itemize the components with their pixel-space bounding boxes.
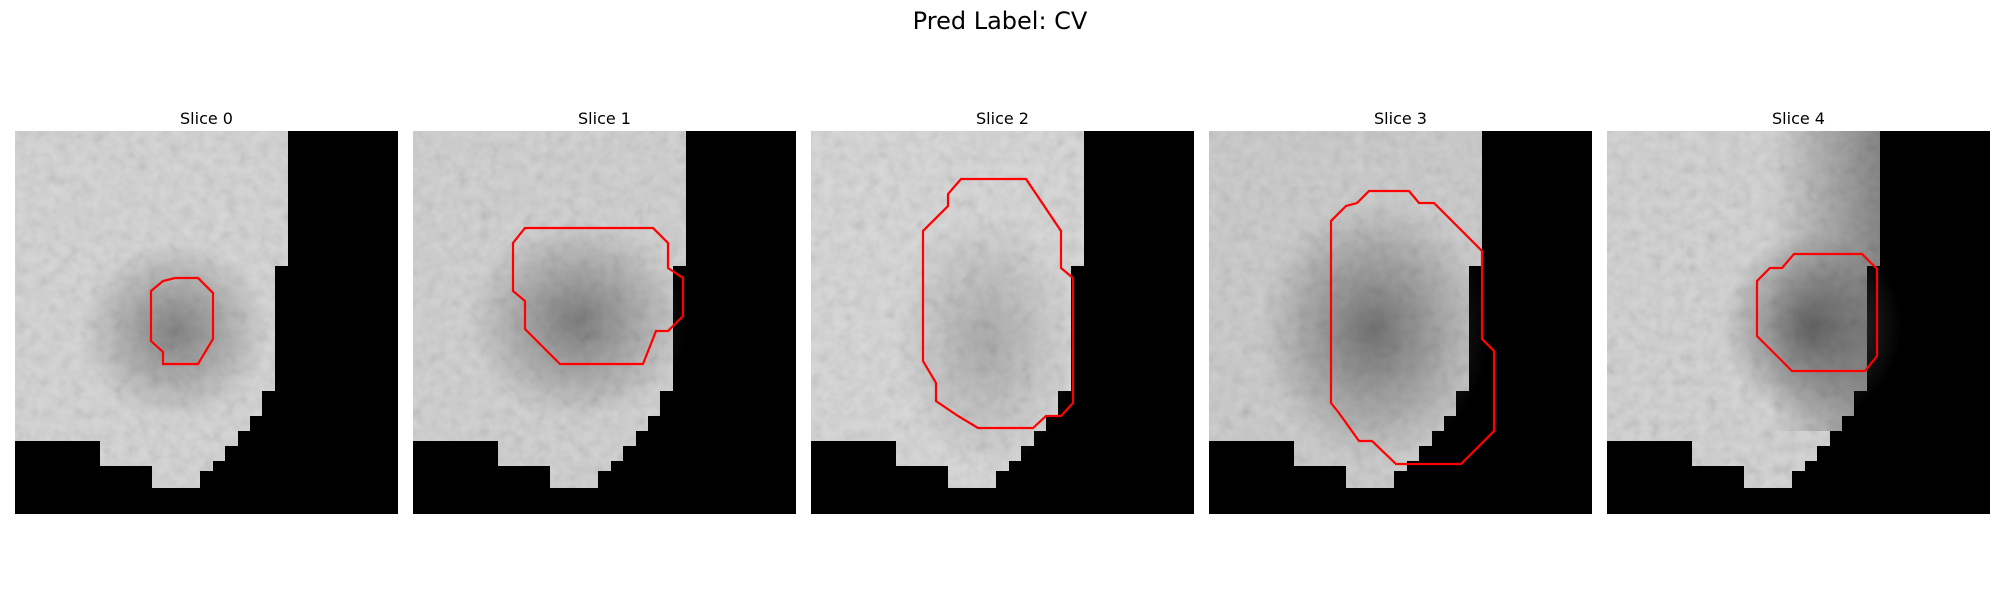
slice-title: Slice 2 — [811, 108, 1194, 130]
slice-title: Slice 0 — [15, 108, 398, 130]
figure-title: Pred Label: CV — [0, 7, 2000, 35]
slice-image-0 — [15, 131, 398, 514]
slice-title: Slice 3 — [1209, 108, 1592, 130]
slice-image-3 — [1209, 131, 1592, 514]
slice-image-2 — [811, 131, 1194, 514]
slice-image-4 — [1607, 131, 1990, 514]
slice-panel-2: Slice 2 — [811, 108, 1194, 514]
slice-title: Slice 1 — [413, 108, 796, 130]
slice-panel-0: Slice 0 — [15, 108, 398, 514]
slice-panel-3: Slice 3 — [1209, 108, 1592, 514]
slice-image-1 — [413, 131, 796, 514]
slice-title: Slice 4 — [1607, 108, 1990, 130]
slice-panel-4: Slice 4 — [1607, 108, 1990, 514]
slice-panel-1: Slice 1 — [413, 108, 796, 514]
